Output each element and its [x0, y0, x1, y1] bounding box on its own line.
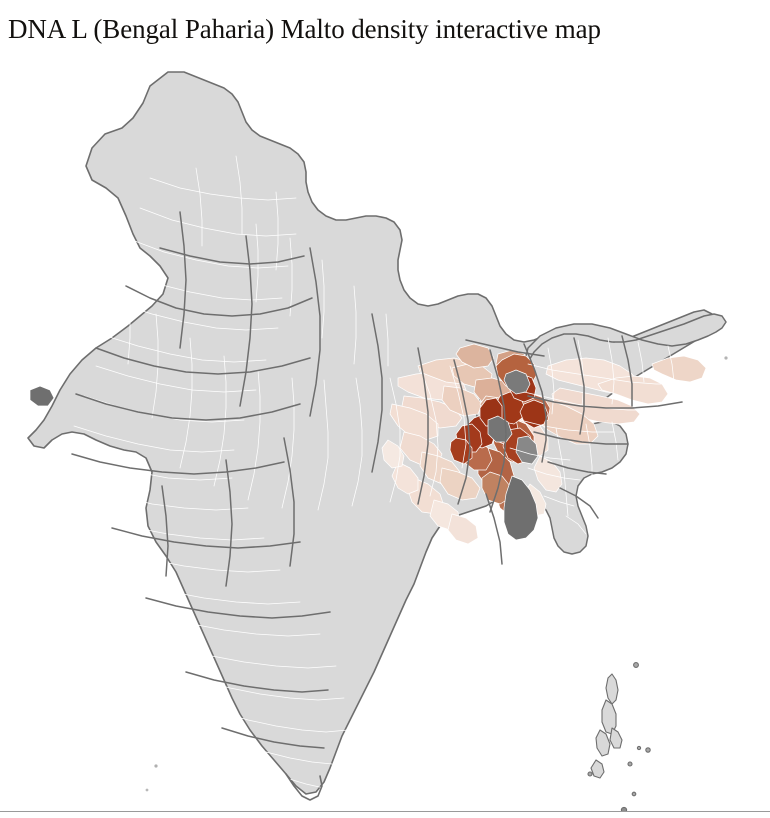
district-boundaries — [71, 155, 683, 789]
district-shaded[interactable] — [447, 513, 479, 545]
no-data-region — [503, 475, 539, 541]
island-shape[interactable] — [595, 729, 611, 757]
island-dot[interactable] — [587, 771, 593, 777]
district-shaded[interactable] — [439, 467, 481, 501]
district-shaded[interactable] — [441, 385, 483, 417]
no-data-region — [503, 369, 531, 395]
bin-very-low-districts[interactable] — [509, 355, 707, 517]
island-dot[interactable] — [631, 791, 637, 797]
island-dot[interactable] — [627, 761, 633, 767]
andaman-nicobar-islands[interactable] — [587, 662, 651, 812]
district-hotspot[interactable] — [449, 437, 473, 465]
map-svg[interactable] — [0, 48, 770, 812]
minor-island-markers[interactable] — [145, 356, 728, 792]
island-dot[interactable] — [636, 745, 642, 751]
district-shaded[interactable] — [533, 455, 563, 493]
island-shape[interactable] — [609, 727, 623, 749]
southern-tip-detail — [285, 773, 323, 801]
district-shaded[interactable] — [455, 343, 495, 369]
no-data-regions — [29, 369, 539, 541]
district-shaded[interactable] — [391, 461, 419, 495]
island-dot[interactable] — [145, 788, 149, 792]
district-hotspot[interactable] — [519, 399, 549, 429]
island-shape[interactable] — [605, 673, 619, 705]
island-dot[interactable] — [620, 806, 628, 812]
page-title: DNA L (Bengal Paharia) Malto density int… — [8, 14, 601, 44]
island-dot[interactable] — [724, 356, 728, 360]
state-boundaries — [71, 211, 683, 749]
island-dot[interactable] — [154, 764, 158, 768]
island-dot[interactable] — [633, 662, 639, 668]
footer-separator — [0, 811, 770, 812]
no-data-region — [29, 385, 55, 407]
island-shape[interactable] — [590, 759, 605, 779]
district-shaded[interactable] — [481, 471, 511, 505]
no-data-region — [515, 435, 539, 465]
district-shaded[interactable] — [651, 355, 707, 383]
island-dot[interactable] — [645, 747, 651, 753]
district-shaded[interactable] — [389, 403, 439, 441]
india-choropleth-map[interactable] — [0, 48, 770, 812]
bin-low-moderate-districts[interactable] — [381, 357, 493, 545]
district-shaded[interactable] — [381, 439, 405, 469]
